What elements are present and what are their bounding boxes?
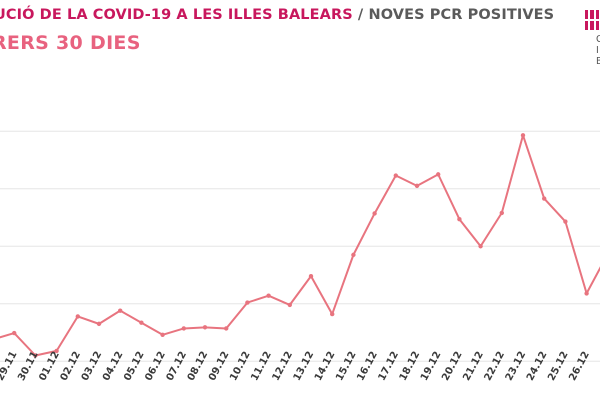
data-point-14.12 bbox=[330, 311, 335, 317]
data-point-03.12 bbox=[96, 321, 102, 327]
data-point-20.12 bbox=[457, 217, 462, 222]
data-point-29.11 bbox=[12, 330, 17, 336]
title-sub: NOVES PCR POSITIVES bbox=[368, 7, 555, 23]
govern-logo-mark bbox=[585, 10, 599, 30]
data-point-15.12 bbox=[351, 252, 356, 258]
data-point-08.12 bbox=[202, 325, 208, 330]
series-line bbox=[0, 134, 600, 357]
data-point-23.12 bbox=[520, 133, 526, 138]
data-point-26.12 bbox=[584, 291, 589, 296]
x-tick-label-26.12: 26.12 bbox=[567, 350, 592, 383]
data-point-24.12 bbox=[542, 196, 547, 201]
grid-layer bbox=[0, 130, 600, 362]
chart-subtitle: RERS 30 DIES bbox=[0, 32, 141, 54]
data-point-10.12 bbox=[245, 300, 250, 305]
data-point-30.11 bbox=[33, 353, 38, 358]
logo-letter-g: G bbox=[596, 34, 600, 45]
data-point-01.12 bbox=[54, 348, 59, 354]
data-point-07.12 bbox=[181, 326, 186, 331]
data-point-19.12 bbox=[436, 172, 441, 177]
data-point-02.12 bbox=[75, 314, 81, 319]
data-point-04.12 bbox=[118, 308, 123, 313]
data-point-18.12 bbox=[414, 183, 420, 189]
data-point-12.12 bbox=[287, 302, 292, 308]
data-point-16.12 bbox=[372, 211, 377, 216]
title-main: UCIÓ DE LA COVID-19 A LES ILLES BALEARS bbox=[0, 7, 353, 23]
data-point-05.12 bbox=[139, 320, 144, 325]
logo-letter-b: B bbox=[596, 56, 600, 67]
line-layer bbox=[0, 133, 600, 358]
data-point-11.12 bbox=[266, 293, 271, 298]
data-point-25.12 bbox=[563, 219, 568, 224]
data-point-22.12 bbox=[499, 210, 504, 216]
data-point-09.12 bbox=[224, 326, 229, 331]
title-separator: / bbox=[357, 7, 364, 23]
chart-title: UCIÓ DE LA COVID-19 A LES ILLES BALEARS … bbox=[0, 7, 554, 23]
govern-logo: G I B bbox=[582, 10, 600, 67]
logo-letter-i: I bbox=[596, 45, 600, 56]
data-point-21.12 bbox=[478, 244, 483, 249]
data-point-06.12 bbox=[160, 332, 165, 337]
govern-logo-text: G I B bbox=[596, 34, 600, 67]
data-point-13.12 bbox=[308, 273, 314, 279]
x-axis-labels: .1129.1130.1101.1202.1203.1204.1205.1206… bbox=[0, 350, 592, 383]
data-point-17.12 bbox=[393, 173, 398, 178]
